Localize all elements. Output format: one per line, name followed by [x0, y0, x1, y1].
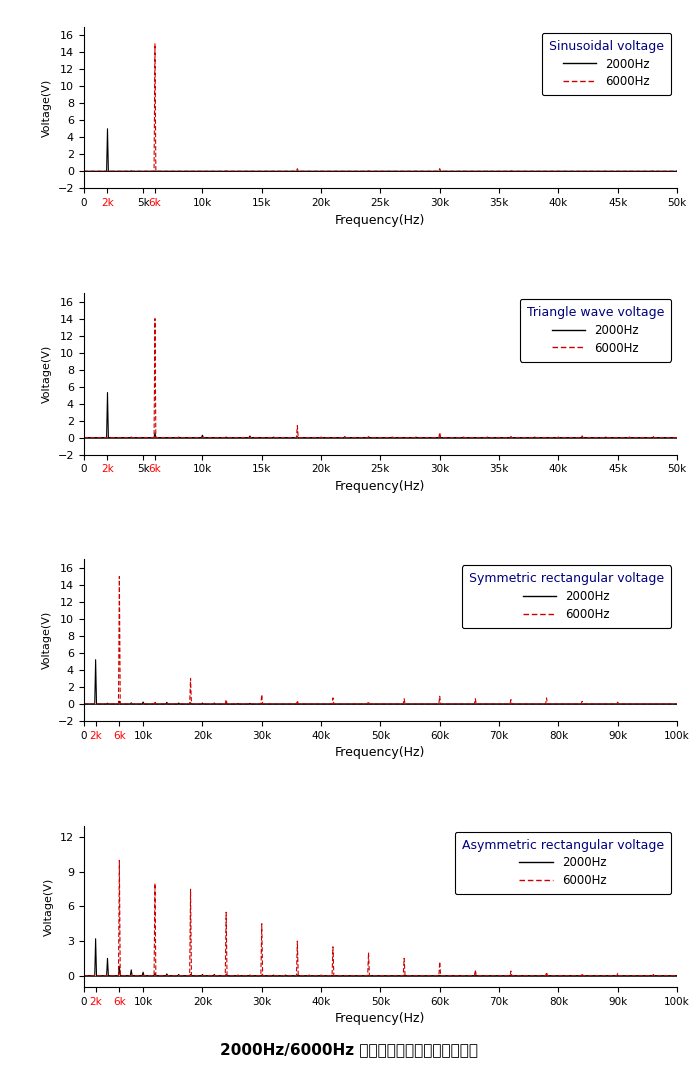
X-axis label: Frequency(Hz): Frequency(Hz)	[335, 746, 426, 759]
Legend: 2000Hz, 6000Hz: 2000Hz, 6000Hz	[542, 33, 671, 95]
Text: 2000Hz/6000Hz 下不同激励波形的电压频谱图: 2000Hz/6000Hz 下不同激励波形的电压频谱图	[220, 1042, 478, 1057]
Legend: 2000Hz, 6000Hz: 2000Hz, 6000Hz	[455, 832, 671, 894]
Y-axis label: Voltage(V): Voltage(V)	[45, 878, 54, 936]
Y-axis label: Voltage(V): Voltage(V)	[42, 611, 52, 670]
X-axis label: Frequency(Hz): Frequency(Hz)	[335, 214, 426, 226]
Legend: 2000Hz, 6000Hz: 2000Hz, 6000Hz	[519, 299, 671, 362]
Legend: 2000Hz, 6000Hz: 2000Hz, 6000Hz	[462, 565, 671, 628]
X-axis label: Frequency(Hz): Frequency(Hz)	[335, 480, 426, 493]
Y-axis label: Voltage(V): Voltage(V)	[42, 344, 52, 403]
X-axis label: Frequency(Hz): Frequency(Hz)	[335, 1013, 426, 1026]
Y-axis label: Voltage(V): Voltage(V)	[42, 78, 52, 136]
